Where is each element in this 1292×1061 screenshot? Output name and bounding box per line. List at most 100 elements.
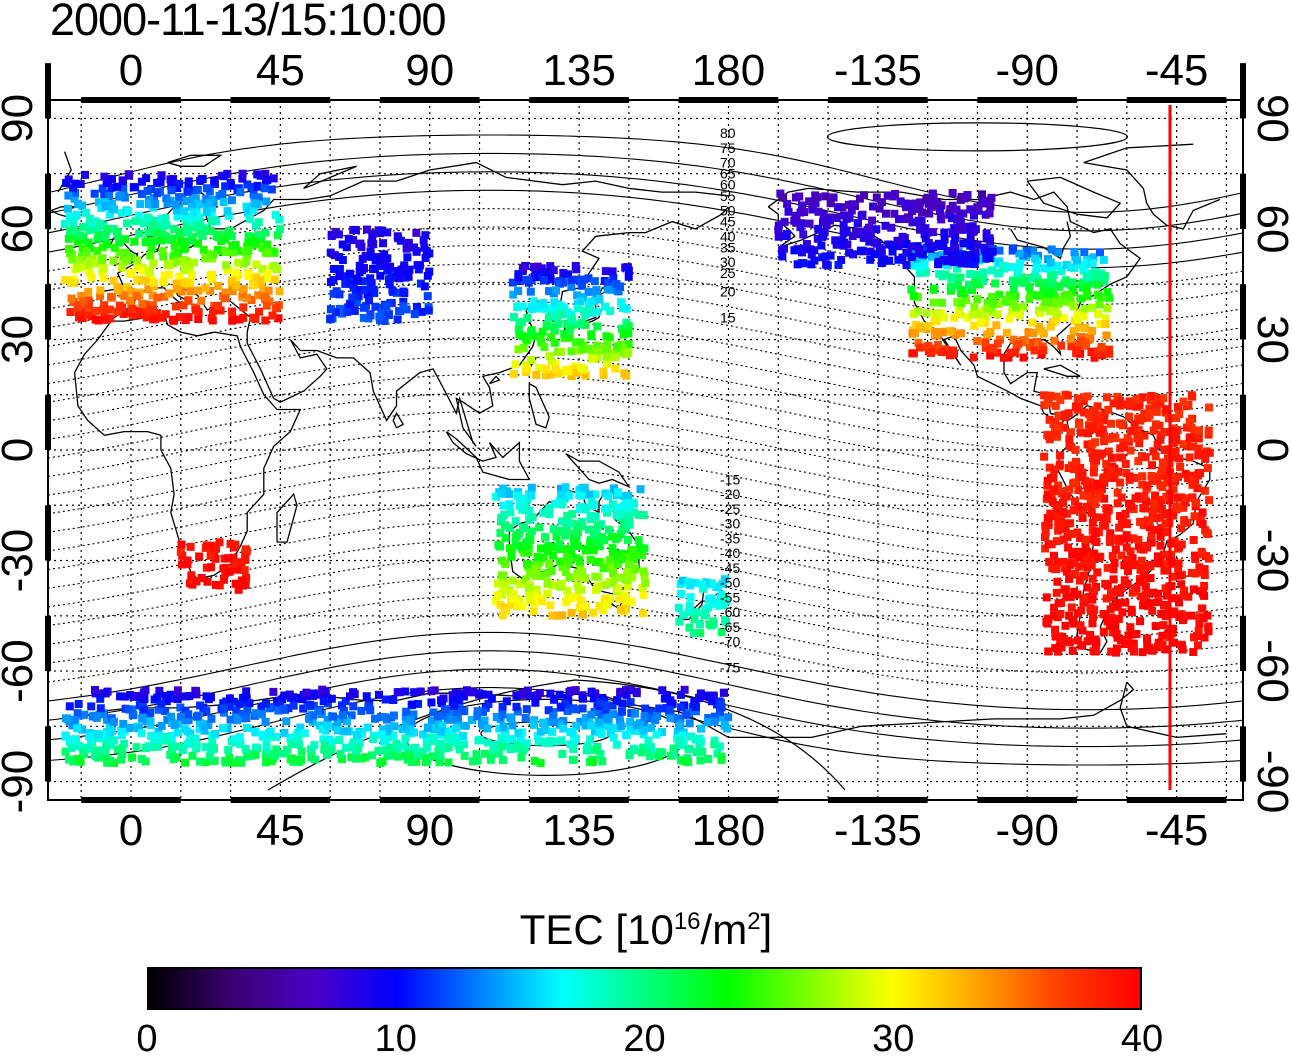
tec-point (526, 491, 535, 500)
tec-point (160, 271, 169, 280)
tec-point (82, 247, 91, 256)
tec-point (527, 483, 536, 492)
tec-point (239, 289, 248, 298)
tec-point (393, 315, 402, 324)
tec-point (1091, 527, 1100, 536)
tec-point (74, 699, 83, 708)
tec-point (1078, 472, 1087, 481)
tec-point (170, 242, 179, 251)
tec-point (492, 597, 501, 606)
tec-point (180, 245, 189, 254)
tec-point (977, 274, 986, 283)
tec-point (1025, 338, 1034, 347)
tec-point (505, 544, 514, 553)
tec-point (506, 745, 515, 754)
tec-point (1078, 508, 1087, 517)
tec-point (973, 295, 982, 304)
tec-point (80, 710, 89, 719)
tec-point (1196, 514, 1205, 523)
tec-point (834, 203, 843, 212)
tec-point (161, 707, 170, 716)
tec-point (821, 192, 830, 201)
tec-point (366, 311, 375, 320)
tec-point (184, 182, 193, 191)
tec-point (1149, 426, 1158, 435)
tec-point (370, 265, 379, 274)
tec-point (525, 506, 534, 515)
tec-point (950, 254, 959, 263)
tec-point (184, 296, 193, 305)
tec-point (616, 514, 625, 523)
tec-point (1092, 638, 1101, 647)
tec-point (306, 700, 315, 709)
tec-point (73, 199, 82, 208)
tec-point (1101, 610, 1110, 619)
tec-point (982, 229, 991, 238)
tec-point (231, 579, 240, 588)
tec-point (587, 687, 596, 696)
tec-point (626, 686, 635, 695)
tec-point (336, 750, 345, 759)
tec-point (352, 298, 361, 307)
frame-tick-bar (45, 394, 51, 450)
tec-point (262, 301, 271, 310)
tec-point (585, 490, 594, 499)
tec-point (1168, 572, 1177, 581)
tec-point (501, 579, 510, 588)
tec-point (92, 713, 101, 722)
tec-point (1102, 594, 1111, 603)
tec-point (163, 199, 172, 208)
tec-point (251, 199, 260, 208)
tec-point (144, 228, 153, 237)
contour-labels: 8075706560555045403530252015-15-20-25-30… (720, 125, 740, 675)
tec-point (240, 566, 249, 575)
tec-point (127, 287, 136, 296)
tec-point (592, 557, 601, 566)
tec-point (165, 289, 174, 298)
tec-point (952, 264, 961, 273)
tec-point (1111, 545, 1120, 554)
tec-point (437, 740, 446, 749)
tec-point (159, 252, 168, 261)
tec-point (1127, 607, 1136, 616)
tec-point (222, 261, 231, 270)
tec-point (496, 542, 505, 551)
tec-point (911, 328, 920, 337)
tec-point (1060, 314, 1069, 323)
tec-point (117, 209, 126, 218)
contour-label: -15 (720, 471, 740, 487)
tec-point (620, 519, 629, 528)
tec-point (872, 225, 881, 234)
tec-point (436, 727, 445, 736)
tec-point (122, 256, 131, 265)
tec-point (578, 318, 587, 327)
tec-point (1106, 589, 1115, 598)
tec-point (105, 722, 114, 731)
colorbar-tick-label: 0 (136, 1018, 158, 1060)
tec-point (692, 748, 701, 757)
tec-point (119, 251, 128, 260)
tec-point (959, 257, 968, 266)
tec-point (374, 690, 383, 699)
tec-point (1055, 558, 1064, 567)
tec-point (550, 298, 559, 307)
tec-point (146, 708, 155, 717)
tec-point (837, 255, 846, 264)
contour-label: -75 (720, 659, 740, 675)
tec-point (839, 211, 848, 220)
tec-point (1134, 542, 1143, 551)
tec-point (834, 260, 843, 269)
tec-point (444, 758, 453, 767)
contour-label: -60 (720, 604, 740, 620)
tec-point (543, 589, 552, 598)
tec-point (1069, 505, 1078, 514)
tec-point (535, 273, 544, 282)
tec-point (164, 270, 173, 279)
tec-point (505, 489, 514, 498)
tec-point (720, 615, 729, 624)
tec-point (121, 235, 130, 244)
tec-point (1122, 519, 1131, 528)
tec-point (347, 753, 356, 762)
tec-point (615, 573, 624, 582)
tec-point (666, 696, 675, 705)
